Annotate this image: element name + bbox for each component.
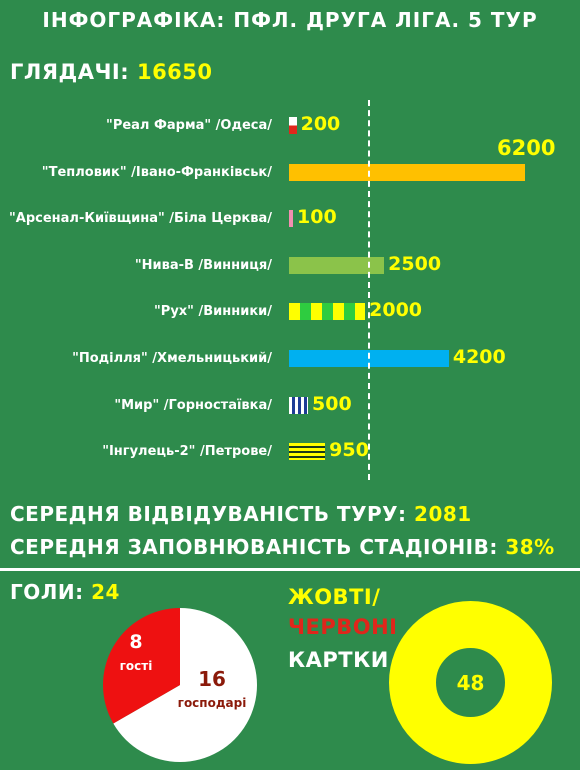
bar-category-label: "Тепловик" /Івано-Франківськ/ — [41, 164, 272, 180]
goals-row: ГОЛИ: 24 — [10, 580, 120, 604]
fill-row: СЕРЕДНЯ ЗАПОВНЮВАНІСТЬ СТАДІОНІВ: 38% — [10, 535, 555, 559]
bar-value-label: 200 — [300, 113, 341, 135]
bar-value-label: 2000 — [369, 299, 423, 322]
bar — [289, 443, 326, 461]
cards-ring — [389, 601, 552, 764]
away-goals-slice — [103, 608, 180, 724]
bar — [289, 256, 385, 274]
bar-value-label: 500 — [312, 392, 352, 415]
bar-value-label: 4200 — [452, 346, 506, 368]
bar-category-label: "Нива-В /Винниця/ — [134, 257, 272, 273]
fill-label: СЕРЕДНЯ ЗАПОВНЮВАНІСТЬ СТАДІОНІВ: — [10, 535, 498, 559]
away-goals-label: гості — [120, 659, 153, 673]
cards-label: КАРТКИ — [288, 648, 389, 672]
bar-category-label: "Мир" /Горностаївка/ — [114, 397, 272, 413]
bar — [289, 210, 293, 228]
goals-label: ГОЛИ: — [10, 580, 84, 604]
goals-total: 24 — [91, 580, 120, 604]
bar — [289, 117, 297, 134]
bar-category-label: "Арсенал-Київщина" /Біла Церква/ — [9, 211, 272, 227]
home-goals-label: господарі — [178, 696, 247, 710]
bar-category-label: "Реал Фарма" /Одеса/ — [106, 118, 272, 133]
bar-value-label: 950 — [329, 439, 369, 462]
bar — [289, 396, 309, 414]
cards-total: 48 — [457, 671, 485, 695]
bar — [289, 163, 525, 181]
cards-label-red: ЧЕРВОНІ — [288, 615, 398, 639]
section-divider — [0, 568, 580, 571]
cards-label-yellow: ЖОВТІ/ — [288, 585, 381, 609]
bar-value-label: 2500 — [388, 252, 442, 275]
bar-category-label: "Рух" /Винники/ — [154, 304, 272, 320]
infographic-title: ІНФОГРАФІКА: ПФЛ. ДРУГА ЛІГА. 5 ТУР — [42, 8, 538, 32]
viewers-value: 16650 — [136, 60, 213, 84]
viewers-row: ГЛЯДАЧІ: 16650 — [10, 60, 213, 84]
cards-donut: 48 — [389, 601, 552, 764]
bar — [289, 303, 366, 321]
bar-category-label: "Інгулець-2" /Петрове/ — [102, 444, 272, 460]
bar-category-label: "Поділля" /Хмельницький/ — [72, 351, 272, 366]
home-goals-value: 16 — [198, 667, 226, 691]
bar-value-label: 100 — [297, 206, 337, 229]
goals-pie-chart: 8 гості 16 господарі — [103, 608, 257, 762]
attendance-row: СЕРЕДНЯ ВІДВІДУВАНІСТЬ ТУРУ: 2081 — [10, 502, 472, 526]
attendance-label: СЕРЕДНЯ ВІДВІДУВАНІСТЬ ТУРУ: — [10, 502, 407, 526]
bar-value-label: 6200 — [497, 135, 556, 160]
attendance-value: 2081 — [414, 502, 472, 526]
away-goals-value: 8 — [129, 631, 142, 653]
fill-value: 38% — [505, 535, 555, 559]
average-reference-line — [368, 100, 371, 480]
home-goals-slice — [113, 608, 257, 762]
viewers-label: ГЛЯДАЧІ: — [10, 60, 130, 84]
